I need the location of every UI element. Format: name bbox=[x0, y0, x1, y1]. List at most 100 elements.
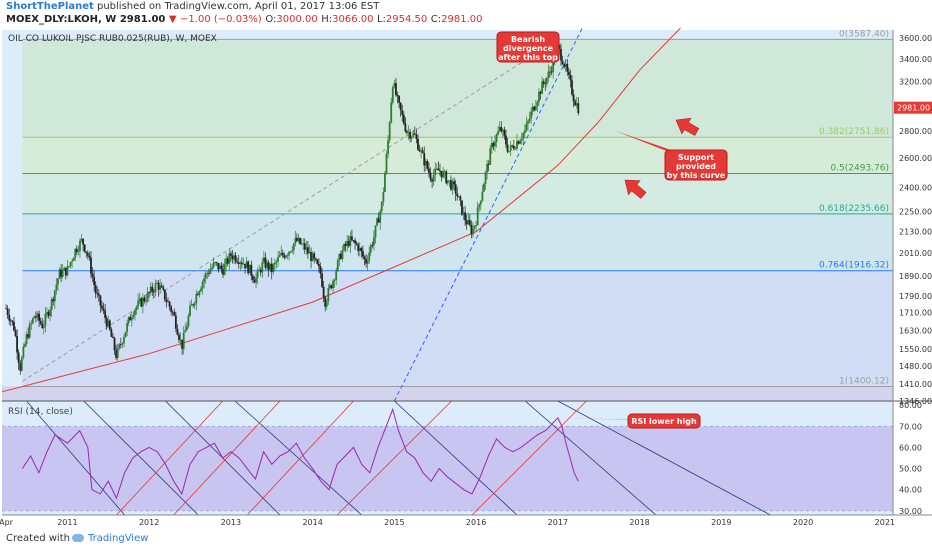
candle-body bbox=[256, 270, 259, 278]
candle-body bbox=[311, 253, 314, 261]
candle-body bbox=[297, 237, 300, 241]
candle-body bbox=[415, 134, 418, 139]
candle-body bbox=[330, 285, 333, 289]
candle-body bbox=[250, 264, 253, 276]
candle-body bbox=[102, 308, 105, 311]
candle-body bbox=[206, 273, 209, 274]
candle-body bbox=[294, 237, 297, 244]
candle-body bbox=[121, 343, 124, 345]
candle-body bbox=[82, 238, 85, 245]
candle-body bbox=[68, 266, 70, 267]
candle-body bbox=[354, 240, 356, 244]
candle-body bbox=[49, 309, 52, 317]
chart-title: OIL CO LUKOIL PJSC RUB0.025(RUB), W, MOE… bbox=[8, 34, 217, 44]
candle-body bbox=[91, 273, 94, 277]
candle-body bbox=[138, 298, 141, 301]
tradingview-logo[interactable]: TradingView bbox=[72, 533, 148, 544]
rsi-up-line bbox=[471, 401, 587, 515]
candle-body bbox=[498, 126, 501, 132]
candle-body bbox=[577, 103, 580, 114]
candle-body bbox=[108, 320, 111, 330]
candle-body bbox=[30, 323, 33, 325]
candle-body bbox=[335, 270, 338, 280]
candle-body bbox=[527, 121, 529, 124]
candle-body bbox=[508, 150, 511, 152]
price-tick-label: 1630.00 bbox=[899, 326, 932, 335]
support-callout-pointer bbox=[615, 130, 715, 165]
candle-body bbox=[74, 248, 77, 259]
rsi-down-line bbox=[83, 401, 199, 515]
candle-body bbox=[261, 262, 264, 273]
candle-body bbox=[457, 196, 460, 198]
candle-body bbox=[236, 261, 239, 263]
candle-body bbox=[204, 273, 207, 279]
fib-level-label: 0.764(1916.32) bbox=[819, 261, 889, 271]
candle-body bbox=[165, 299, 168, 302]
candle-body bbox=[212, 262, 215, 268]
candle-body bbox=[28, 324, 31, 338]
candle-body bbox=[52, 299, 55, 302]
low-value: 2954.50 bbox=[385, 14, 428, 25]
candle-body bbox=[178, 334, 180, 340]
candle-body bbox=[303, 243, 306, 250]
candle-body bbox=[366, 260, 369, 264]
trend-line bbox=[22, 39, 559, 382]
candle-body bbox=[242, 263, 245, 265]
candle-body bbox=[272, 264, 275, 273]
candle-body bbox=[387, 140, 389, 155]
candle-body bbox=[247, 261, 250, 274]
candle-body bbox=[8, 314, 11, 321]
candle-body bbox=[96, 293, 99, 294]
rsi-tick-label: 70.00 bbox=[899, 422, 922, 431]
candle-body bbox=[473, 225, 476, 229]
candle-body bbox=[373, 237, 375, 246]
candle-body bbox=[148, 292, 151, 293]
rsi-up-line bbox=[116, 401, 223, 515]
candle-body bbox=[338, 253, 341, 261]
author-link[interactable]: ShortThePlanet bbox=[6, 1, 94, 12]
price-chart[interactable]: 0(3587.40) 0.382(2751.86) 0.5(2493.76) 0.61… bbox=[0, 0, 932, 528]
candle-body bbox=[20, 357, 23, 371]
candle-body bbox=[519, 140, 522, 144]
candle-body bbox=[404, 123, 407, 132]
rsi-up-line bbox=[173, 401, 281, 515]
candle-body bbox=[472, 228, 474, 235]
candle-body bbox=[39, 320, 42, 324]
candle-body bbox=[220, 265, 223, 270]
down-arrow-icon: ▼ bbox=[168, 14, 177, 25]
candle-body bbox=[481, 191, 484, 201]
rsi-tick-label: 80.00 bbox=[899, 401, 922, 410]
candle-body bbox=[231, 255, 234, 260]
candle-body bbox=[80, 238, 83, 241]
candle-body bbox=[116, 347, 119, 358]
candle-body bbox=[494, 141, 496, 147]
candle-body bbox=[140, 298, 143, 307]
candle-body bbox=[149, 286, 152, 293]
candle-body bbox=[305, 247, 308, 250]
candle-body bbox=[168, 301, 171, 307]
candle-body bbox=[467, 219, 470, 225]
candle-body bbox=[31, 318, 34, 324]
candle-body bbox=[512, 146, 515, 149]
candle-body bbox=[11, 320, 14, 322]
candle-body bbox=[545, 77, 548, 84]
rsi-up-line bbox=[246, 401, 354, 515]
candle-body bbox=[511, 145, 514, 147]
candle-body bbox=[105, 318, 108, 327]
candle-body bbox=[145, 300, 147, 302]
candle-body bbox=[442, 171, 444, 178]
candle-body bbox=[33, 316, 36, 319]
candle-body bbox=[495, 134, 498, 142]
candle-body bbox=[118, 344, 121, 348]
price-tick-label: 1710.00 bbox=[899, 309, 932, 318]
candle-body bbox=[420, 150, 422, 152]
candle-body bbox=[44, 313, 47, 326]
candle-body bbox=[57, 278, 59, 285]
candle-body bbox=[170, 306, 173, 312]
candle-body bbox=[322, 286, 325, 298]
candle-body bbox=[110, 329, 113, 337]
candle-body bbox=[63, 267, 66, 271]
candle-body bbox=[528, 118, 531, 122]
candle-body bbox=[382, 191, 385, 202]
candle-body bbox=[244, 263, 246, 269]
